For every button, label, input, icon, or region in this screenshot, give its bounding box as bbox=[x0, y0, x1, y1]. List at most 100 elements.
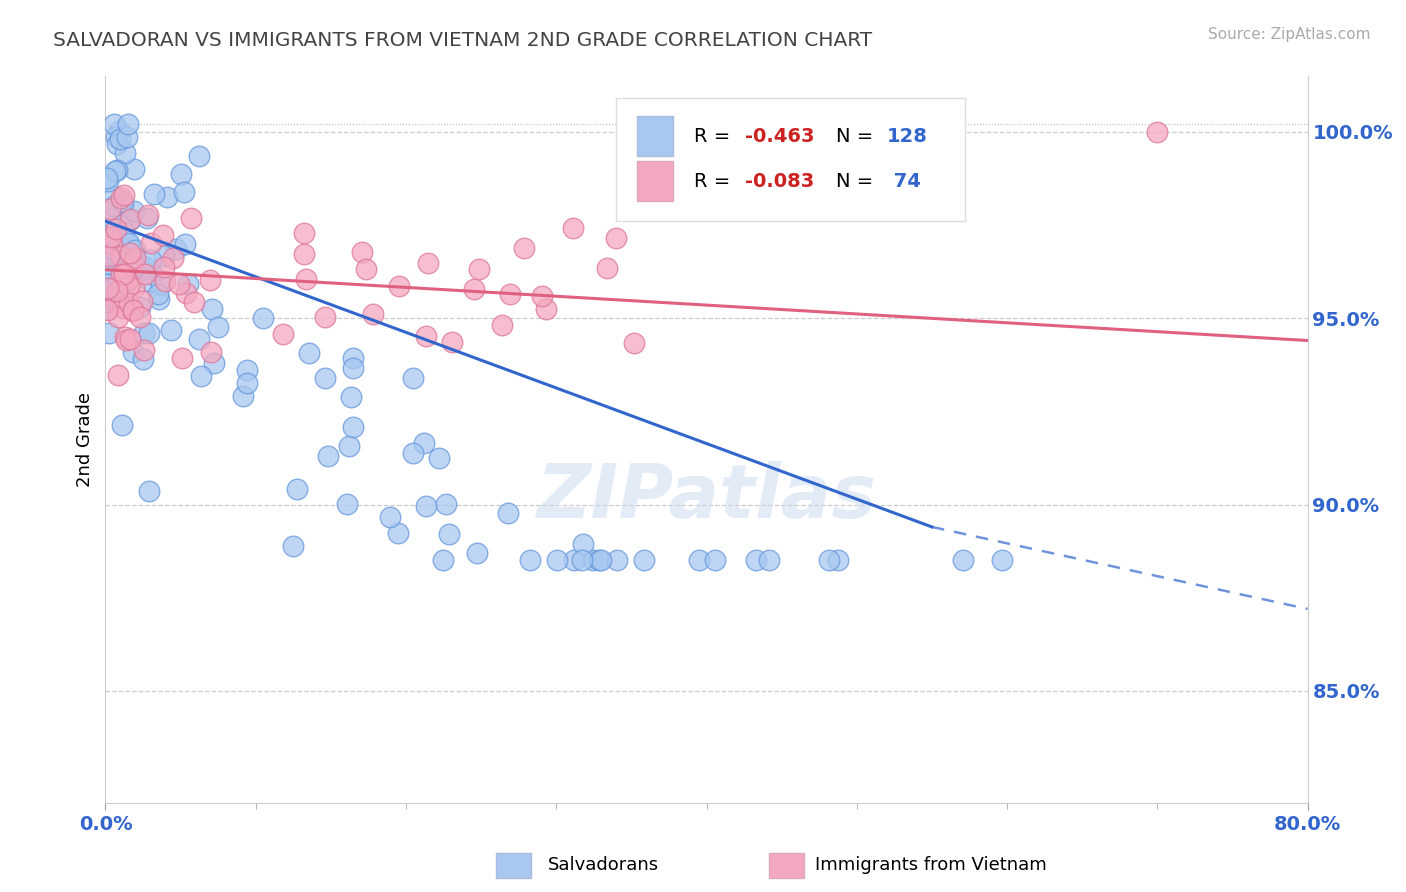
Point bbox=[387, 525, 409, 540]
Point bbox=[413, 436, 436, 450]
Point bbox=[141, 253, 163, 268]
Text: Salvadorans: Salvadorans bbox=[548, 856, 659, 874]
Point bbox=[98, 277, 121, 291]
Point bbox=[107, 232, 129, 246]
Point bbox=[572, 537, 595, 551]
Point bbox=[152, 260, 174, 274]
Point bbox=[336, 497, 359, 511]
Point bbox=[153, 249, 176, 263]
Point bbox=[121, 304, 143, 318]
Point bbox=[232, 389, 254, 403]
Point bbox=[124, 244, 146, 258]
Point bbox=[96, 294, 118, 309]
Point bbox=[117, 236, 139, 251]
Point bbox=[498, 287, 520, 301]
Point bbox=[114, 145, 136, 160]
Point bbox=[292, 227, 315, 241]
Point bbox=[124, 252, 146, 266]
Point bbox=[152, 228, 174, 243]
Point bbox=[114, 259, 136, 273]
Point bbox=[96, 171, 118, 186]
Text: Immigrants from Vietnam: Immigrants from Vietnam bbox=[815, 856, 1047, 874]
Point bbox=[606, 553, 628, 567]
Point bbox=[416, 256, 439, 270]
Point bbox=[204, 356, 226, 370]
Point bbox=[628, 136, 651, 150]
Point bbox=[108, 295, 131, 310]
Point bbox=[159, 323, 181, 337]
Point bbox=[132, 352, 155, 367]
Point bbox=[180, 211, 202, 226]
Point bbox=[149, 277, 172, 291]
Point bbox=[465, 546, 488, 560]
Point bbox=[103, 189, 125, 203]
Point bbox=[354, 261, 377, 276]
Point bbox=[124, 281, 146, 295]
Text: 128: 128 bbox=[887, 127, 928, 145]
Point bbox=[104, 244, 127, 258]
Point bbox=[534, 301, 557, 316]
Point bbox=[142, 268, 165, 282]
Point bbox=[115, 273, 138, 287]
Point bbox=[758, 553, 780, 567]
Point bbox=[818, 553, 841, 567]
Point bbox=[155, 274, 177, 288]
Point bbox=[156, 190, 179, 204]
Point bbox=[131, 262, 153, 277]
Point bbox=[148, 292, 170, 306]
Point bbox=[98, 249, 121, 263]
Point bbox=[468, 261, 491, 276]
Text: SALVADORAN VS IMMIGRANTS FROM VIETNAM 2ND GRADE CORRELATION CHART: SALVADORAN VS IMMIGRANTS FROM VIETNAM 2N… bbox=[53, 31, 873, 50]
Point bbox=[124, 246, 146, 260]
Point bbox=[139, 236, 162, 251]
Point bbox=[491, 318, 513, 333]
Point bbox=[132, 326, 155, 340]
Point bbox=[432, 553, 454, 567]
Point bbox=[340, 390, 363, 404]
Point bbox=[132, 343, 155, 358]
Point bbox=[519, 553, 541, 567]
Point bbox=[294, 272, 316, 286]
Point bbox=[111, 301, 134, 316]
Point bbox=[531, 289, 554, 303]
Point bbox=[111, 195, 134, 210]
Point bbox=[170, 167, 193, 181]
Point bbox=[103, 199, 125, 213]
Point bbox=[118, 212, 141, 227]
Point bbox=[101, 237, 124, 252]
Point bbox=[252, 311, 274, 326]
FancyBboxPatch shape bbox=[616, 97, 965, 221]
Point bbox=[111, 200, 134, 214]
Point bbox=[97, 268, 120, 283]
Text: N =: N = bbox=[837, 172, 880, 191]
Point bbox=[114, 187, 136, 202]
Point bbox=[115, 277, 138, 292]
Text: -0.083: -0.083 bbox=[745, 172, 814, 191]
Point bbox=[176, 277, 198, 291]
Point bbox=[745, 553, 768, 567]
Point bbox=[110, 191, 132, 205]
Point bbox=[104, 164, 127, 178]
Point bbox=[101, 232, 124, 246]
Point bbox=[97, 174, 120, 188]
Point bbox=[236, 376, 259, 391]
Point bbox=[281, 539, 304, 553]
Point bbox=[207, 319, 229, 334]
Point bbox=[134, 267, 156, 281]
Y-axis label: 2nd Grade: 2nd Grade bbox=[76, 392, 94, 487]
Point bbox=[114, 333, 136, 347]
Point bbox=[314, 371, 336, 385]
Text: Source: ZipAtlas.com: Source: ZipAtlas.com bbox=[1208, 27, 1371, 42]
FancyBboxPatch shape bbox=[637, 161, 673, 202]
Text: -0.463: -0.463 bbox=[745, 127, 814, 145]
Point bbox=[546, 553, 568, 567]
Point bbox=[138, 326, 160, 340]
Point bbox=[107, 273, 129, 287]
Point bbox=[98, 212, 121, 227]
Point bbox=[402, 370, 425, 384]
Point bbox=[571, 553, 593, 567]
Point bbox=[107, 310, 129, 324]
Point bbox=[380, 510, 402, 524]
Point bbox=[105, 136, 128, 151]
Point bbox=[143, 187, 166, 202]
